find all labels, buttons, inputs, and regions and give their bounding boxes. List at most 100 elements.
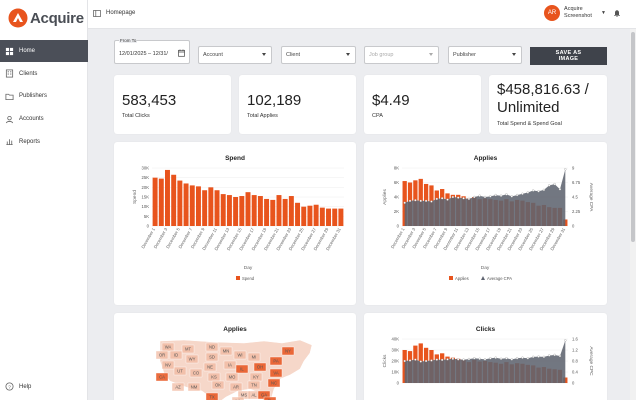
- sidebar: Acquire Home Clients Publishers Accounts…: [0, 0, 88, 400]
- bar: [307, 205, 313, 226]
- average-point: [553, 353, 556, 357]
- map-state: [225, 372, 239, 382]
- avatar[interactable]: AR: [544, 5, 561, 21]
- map-state-label: KS: [211, 375, 217, 380]
- map-state: [169, 350, 183, 360]
- kpi-card-cpa: $4.49 CPA: [364, 75, 481, 134]
- chevron-down-icon: [346, 53, 350, 56]
- chart-title: Applies: [474, 155, 498, 162]
- y-tick-label: 8K: [394, 166, 399, 171]
- y-tick-label: 15K: [142, 195, 150, 200]
- bar: [226, 195, 232, 226]
- date-range-input[interactable]: From To 12/01/2025 – 12/31/: [114, 38, 190, 64]
- map-state-label: NE: [207, 365, 213, 370]
- scrollbar-thumb[interactable]: [631, 32, 635, 242]
- y2-axis-label: Average CPC: [588, 346, 594, 376]
- y2-axis-label: Average CPA: [588, 183, 594, 212]
- map-state-label: IA: [228, 363, 232, 368]
- map-state-label: UT: [177, 369, 183, 374]
- map-state: [189, 368, 203, 378]
- average-point: [510, 195, 513, 198]
- sidebar-item-publishers[interactable]: Publishers: [0, 85, 88, 107]
- map-state-label: OR: [159, 353, 165, 358]
- average-point: [521, 192, 524, 195]
- average-point: [515, 357, 519, 360]
- y2-tick-label: 1.6: [572, 337, 578, 342]
- average-point: [446, 358, 449, 361]
- map-state: [269, 368, 283, 378]
- clicks-chart-card: Clicks 0 10K 20K 30K 40K Clicks 0 0.4 0.8 1.2 1.6 Av…: [364, 313, 607, 400]
- map-state-label: KY: [253, 375, 259, 380]
- average-point: [478, 194, 481, 197]
- average-point: [451, 357, 455, 360]
- map-state-label: MI: [252, 355, 257, 360]
- kpi-card-spend: $458,816.63 / Unlimited Total Spend & Sp…: [489, 75, 607, 134]
- jobgroup-select[interactable]: Job group: [364, 46, 439, 64]
- y-tick-label: 20K: [142, 185, 150, 190]
- average-point: [408, 199, 412, 203]
- sidebar-item-clients[interactable]: Clients: [0, 63, 88, 85]
- map-state-label: NM: [191, 385, 198, 390]
- average-point: [494, 356, 497, 359]
- chevron-down-icon: [429, 53, 433, 56]
- average-point: [489, 195, 492, 198]
- y-tick-label: 2K: [394, 209, 399, 214]
- y-tick-label: 30K: [142, 166, 150, 171]
- average-point: [526, 357, 529, 360]
- average-point: [515, 193, 519, 197]
- client-select[interactable]: Client: [281, 46, 356, 64]
- kpi-card-applies: 102,189 Total Applies: [239, 75, 356, 134]
- sidebar-item-label: Clients: [19, 70, 38, 77]
- map-state: [155, 350, 169, 360]
- app-logo[interactable]: Acquire: [8, 7, 84, 29]
- average-point: [499, 357, 503, 360]
- y-tick-label: 5K: [144, 214, 149, 219]
- legend-swatch: [481, 276, 485, 280]
- map-state-label: OK: [215, 383, 221, 388]
- y-tick-label: 0: [397, 381, 400, 386]
- average-point: [467, 357, 471, 361]
- map-state: [269, 356, 283, 366]
- map-state-label: OH: [257, 365, 263, 370]
- average-point: [505, 193, 508, 196]
- map-state: [187, 382, 201, 392]
- bar: [276, 195, 282, 226]
- map-state-label: AL: [251, 393, 257, 398]
- map-state: [181, 344, 195, 354]
- chevron-down-icon[interactable]: ▼: [601, 10, 606, 16]
- average-point: [414, 358, 417, 361]
- map-state: [161, 360, 175, 370]
- publisher-select[interactable]: Publisher: [448, 46, 522, 64]
- account-select-label: Account: [203, 52, 223, 58]
- bar: [295, 202, 301, 226]
- average-point: [441, 358, 444, 362]
- user-menu[interactable]: AR Acquire Screenshot ▼: [544, 5, 621, 21]
- map-state-label: NY: [285, 349, 291, 354]
- bar: [257, 196, 263, 226]
- legend-swatch: [449, 276, 453, 280]
- calendar-icon[interactable]: [178, 49, 185, 57]
- average-point: [403, 201, 406, 204]
- chart-title: Clicks: [476, 326, 496, 333]
- help-link[interactable]: ? Help: [5, 382, 31, 391]
- y-axis-label: Clicks: [382, 354, 388, 367]
- x-axis-label: Day: [481, 265, 490, 271]
- bar: [233, 197, 239, 226]
- bell-icon[interactable]: [613, 9, 621, 17]
- map-state-label: MT: [185, 347, 191, 352]
- save-as-image-button[interactable]: SAVE AS IMAGE: [530, 47, 607, 65]
- legend-label: Average CPA: [487, 276, 512, 281]
- sidebar-item-home[interactable]: Home: [0, 40, 88, 62]
- sidebar-item-reports[interactable]: Reports: [0, 131, 88, 153]
- page-title: Homepage: [106, 10, 136, 16]
- date-range-value[interactable]: 12/01/2025 – 12/31/: [119, 51, 168, 57]
- bar: [152, 177, 158, 226]
- account-select[interactable]: Account: [198, 46, 272, 64]
- map-state: [231, 396, 245, 400]
- map-state-label: NC: [271, 381, 277, 386]
- sidebar-item-accounts[interactable]: Accounts: [0, 108, 88, 130]
- y-tick-label: 6K: [394, 180, 399, 185]
- sidebar-toggle-icon[interactable]: [93, 10, 101, 17]
- map-state: [211, 380, 225, 390]
